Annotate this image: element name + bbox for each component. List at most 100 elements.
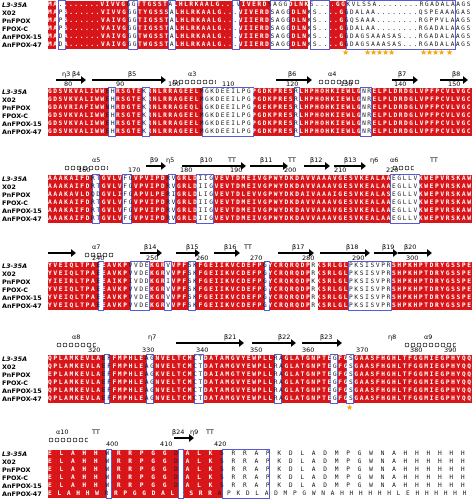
helix-coil-mark [64,165,108,171]
strand-arrow [374,249,398,257]
sequence-name: AnFPOX-15 [2,207,42,215]
sequence-residues: ELAHHWRRPGGDALKSRRAPKDLADMPGWNAHHHHHH [48,474,472,481]
sequence-residues: MA........VIVVGGGTTGSSTALHLRKAALG...VIVE… [48,1,472,8]
conserved-block [354,355,472,403]
residue-number: 160 [78,166,91,174]
similarity-frame [330,354,338,404]
residue-number: 360 [302,346,315,354]
strand-arrow [140,249,162,257]
strand-arrow [174,434,194,442]
similarity-frame [92,174,100,224]
residue-number: 290 [352,254,365,262]
secondary-structure-label: β21 [224,333,237,341]
secondary-structure-label: η8 [388,333,397,341]
sequence-name: L3-35A [2,355,28,363]
residue-number: 300 [406,254,419,262]
secondary-structure-label: β13 [344,156,357,164]
sequence-residues: ELAHHWRRPGGDALKSRRAPKDLADMPGWNAHHHHHH [48,466,472,473]
sequence-residues: QPLAMKEVLAEFFMPHLEAGNVELTCMCTDATAMGVYEWP… [48,355,472,362]
secondary-structure-label: β12 [310,156,323,164]
conserved-block [66,1,128,49]
catalytic-residue-star: ★ [346,403,354,412]
sequence-residues: QPLAMKEVLAEFFMPHLEAGNVELTCMCTDATAMGVYEWP… [48,379,472,386]
conserved-block [270,262,310,310]
sequence-name: PnFPOX [2,104,31,112]
residue-number: 130 [340,80,353,88]
catalytic-residue-star: ★ [364,48,372,57]
catalytic-residue-star: ★ [382,48,390,57]
sequence-residues: YVEIQLTPAEEAVKPVVDEKGRVVPFSKFGEIIKVCDEFP… [48,286,472,293]
sequence-name: AnFPOX-47 [2,215,42,223]
residue-number: 370 [356,346,369,354]
residue-number: 90 [116,80,125,88]
catalytic-residue-star: ★ [376,48,384,57]
helix-coil-mark [404,342,456,348]
secondary-structure-label: β16 [224,243,237,251]
sequence-residues: MAPS......VAIVGGGTIGSSTALHLRKAALG...VIIE… [48,25,472,32]
sequence-residues: YVEIQLTPAEEAVKPVVDEKGRVVPFSKFGEIIKVCDEFP… [48,270,472,277]
sequence-name: PnFPOX [2,17,31,25]
strand-arrow [92,76,166,84]
strand-arrow [320,249,370,257]
helix-coil-mark [84,252,114,258]
secondary-structure-label: TT [244,243,252,251]
conserved-block [176,1,232,49]
sequence-name: FPOX-C [2,112,29,120]
helix-coil-mark [318,79,360,85]
conserved-block [240,1,270,49]
residue-number: 240 [92,254,105,262]
similarity-frame [142,87,150,137]
catalytic-residue-star: ★ [388,48,396,57]
residue-number: 380 [410,346,423,354]
conserved-block [150,88,202,136]
residue-number: 110 [222,80,235,88]
residue-number: 410 [160,440,173,448]
similarity-frame [360,87,372,137]
conserved-block [150,262,164,310]
similarity-frame [188,261,196,311]
sequence-name: FPOX-C [2,379,29,387]
sequence-name: AnFPOX-15 [2,294,42,302]
conserved-block [338,355,346,403]
conserved-block [330,1,346,49]
secondary-structure-label: α3 [188,70,197,78]
secondary-structure-label: α8 [72,333,81,341]
sequence-residues: MAPS......VIVVGGGTYGSSSALHLRKAALG...VIVE… [48,9,472,16]
sequence-name: L3-35A [2,1,28,9]
sequence-residues: GDSVKVALIWWEHRSGTEKRNLRRAGEELMGKDEEILPGP… [48,96,472,103]
secondary-structure-label: β4 [72,70,81,78]
catalytic-residue-star: ★ [426,48,434,57]
similarity-frame [346,354,354,404]
helix-coil-mark [48,437,88,443]
sequence-name: AnFPOX-15 [2,387,42,395]
sequence-name: FPOX-C [2,286,29,294]
similarity-frame [58,0,66,50]
similarity-frame [390,174,420,224]
conserved-block [100,175,122,223]
similarity-frame [274,354,282,404]
strand-arrow [250,162,288,170]
helix-coil-mark [56,342,96,348]
strand-arrow [304,162,330,170]
conserved-block [48,1,56,49]
residue-number: 390 [444,346,457,354]
sequence-name: AnFPOX-15 [2,482,42,490]
similarity-frame [232,0,240,50]
similarity-frame [310,0,330,50]
sequence-residues: GDSVKVALIWWEHRSGTEKRNLRRAGEELMGKDEEILPGP… [48,88,472,95]
strand-arrow [176,249,200,257]
conserved-block [48,175,92,223]
conserved-block [254,88,294,136]
sequence-name: L3-35A [2,262,28,270]
residue-number: 220 [386,166,399,174]
residue-number: 250 [146,254,159,262]
secondary-structure-label: TT [430,156,438,164]
strand-arrow [334,162,366,170]
secondary-structure-label: α9 [424,333,433,341]
sequence-residues: EPLAMKEVLAEFFMPHLEAGKVELTCMCTDAIAMGTYEWP… [48,371,472,378]
conserved-block [132,175,168,223]
secondary-structure-label: β17 [292,243,305,251]
similarity-frame [270,0,290,50]
sequence-name: L3-35A [2,450,28,458]
sequence-residues: MAPS......VAIVGGGTIGSSTALHLRKAALG...VIIE… [48,17,472,24]
